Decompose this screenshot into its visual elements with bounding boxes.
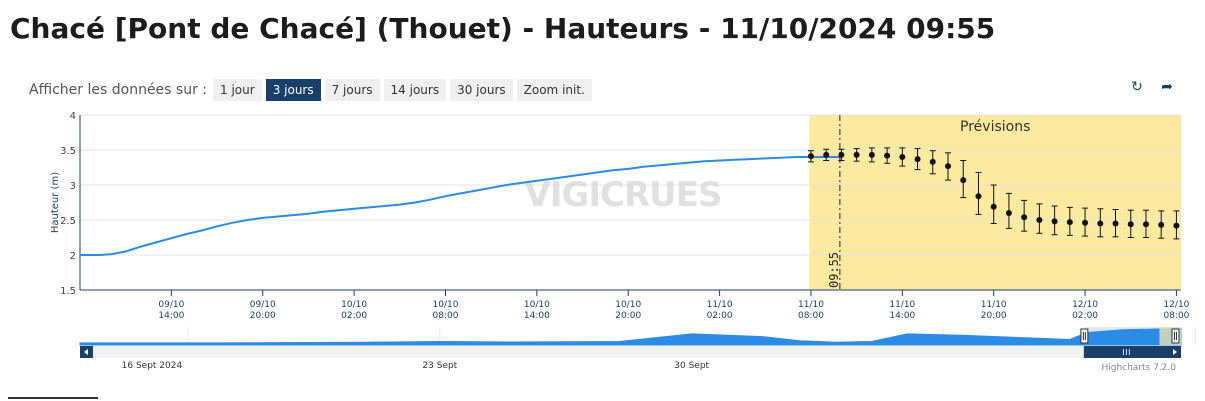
forecast-point (1036, 217, 1043, 223)
forecast-zone (809, 115, 1181, 290)
x-tick-time: 02:00 (341, 311, 367, 321)
x-tick-date: 09/10 (158, 300, 184, 310)
x-tick-label: 12/10 08:00 (1163, 300, 1189, 321)
navigator-area (79, 327, 1182, 346)
share-arrow-icon[interactable]: ➦ (1161, 79, 1173, 95)
x-tick-time: 20:00 (615, 311, 641, 321)
vigicrues-watermark: VIGICRUES (525, 175, 722, 215)
x-tick-label: 09/10 14:00 (158, 300, 184, 321)
forecast-point (853, 151, 860, 158)
x-tick-date: 11/10 (798, 300, 824, 310)
x-tick-label: 11/10 20:00 (981, 300, 1007, 321)
y-axis-title: Hauteur (m) (50, 172, 61, 233)
navigator-date-label: 23 Sept (422, 361, 457, 371)
range-selector-label: Afficher les données sur : (29, 82, 208, 98)
range-button-14-jours[interactable]: 14 jours (383, 79, 447, 101)
y-tick-label: 2 (70, 251, 76, 262)
forecast-point (1021, 214, 1028, 221)
x-tick-label: 11/10 08:00 (798, 300, 824, 321)
forecast-point (945, 163, 952, 170)
refresh-icon[interactable]: ↻ (1131, 79, 1143, 95)
forecast-point (929, 158, 936, 165)
x-tick-date: 12/10 (1163, 300, 1189, 310)
range-button-3-jours[interactable]: 3 jours (265, 79, 321, 101)
page-title: Chacé [Pont de Chacé] (Thouet) - Hauteur… (10, 12, 996, 45)
forecast-point (838, 151, 845, 158)
forecast-point (1082, 219, 1089, 226)
x-tick-time: 08:00 (1163, 311, 1189, 321)
x-tick-date: 10/10 (433, 300, 459, 310)
forecast-point (884, 152, 891, 159)
x-tick-date: 11/10 (981, 300, 1007, 310)
forecast-point (960, 177, 967, 184)
x-tick-time: 02:00 (1072, 311, 1098, 321)
scroll-left-icon (84, 349, 88, 355)
navigator-date-label: 30 Sept (674, 361, 709, 371)
forecast-point (1097, 220, 1104, 227)
x-tick-date: 11/10 (889, 300, 915, 310)
forecast-point (914, 156, 921, 163)
y-tick-label: 2.5 (60, 216, 76, 227)
y-tick-label: 3.5 (60, 146, 76, 157)
scroll-right-icon (1173, 349, 1177, 355)
y-tick-label: 3 (70, 181, 76, 192)
x-tick-time: 14:00 (889, 311, 915, 321)
navigator-date-label: 16 Sept 2024 (122, 361, 183, 371)
navigator-handle-left (1080, 328, 1089, 344)
forecast-point (899, 154, 906, 160)
forecast-point (1051, 218, 1058, 225)
scrollbar-track (80, 346, 1181, 358)
forecast-point (807, 153, 814, 160)
range-button-1-jour[interactable]: 1 jour (213, 79, 262, 101)
zoom-reset-button[interactable]: Zoom init. (516, 79, 592, 101)
x-tick-time: 14:00 (158, 311, 184, 321)
x-tick-time: 08:00 (798, 311, 824, 321)
x-tick-time: 20:00 (250, 311, 276, 321)
x-tick-label: 10/10 14:00 (524, 300, 550, 321)
highcharts-credits: Highcharts 7.2.0 (1101, 363, 1176, 373)
x-tick-label: 10/10 20:00 (615, 300, 641, 321)
x-tick-date: 12/10 (1072, 300, 1098, 310)
x-tick-time: 20:00 (981, 311, 1007, 321)
footer-rule (8, 397, 98, 399)
range-button-7-jours[interactable]: 7 jours (324, 79, 380, 101)
x-tick-label: 11/10 02:00 (707, 300, 733, 321)
forecast-zone-label: Prévisions (960, 119, 1030, 135)
navigator-handle-right (1171, 328, 1180, 344)
x-tick-label: 10/10 02:00 (341, 300, 367, 321)
forecast-point (990, 203, 997, 210)
range-selector: Afficher les données sur : 1 jour 3 jour… (29, 79, 596, 101)
x-tick-date: 09/10 (250, 300, 276, 310)
now-marker-label: 09:55 (827, 252, 841, 288)
y-tick-label: 4 (70, 111, 76, 122)
forecast-point (1005, 210, 1012, 216)
x-tick-time: 02:00 (707, 311, 733, 321)
x-tick-time: 08:00 (433, 311, 459, 321)
forecast-point (975, 193, 982, 200)
x-tick-date: 10/10 (524, 300, 550, 310)
forecast-point (1066, 219, 1073, 226)
x-tick-date: 10/10 (615, 300, 641, 310)
forecast-point (1158, 221, 1165, 228)
x-tick-label: 09/10 20:00 (250, 300, 276, 321)
forecast-point (1112, 220, 1119, 227)
observed-height-line (80, 156, 840, 256)
x-tick-time: 14:00 (524, 311, 550, 321)
y-tick-label: 1.5 (60, 286, 76, 297)
x-tick-label: 10/10 08:00 (433, 300, 459, 321)
forecast-point (1127, 221, 1134, 228)
x-tick-date: 10/10 (341, 300, 367, 310)
forecast-point (868, 151, 875, 158)
x-tick-label: 11/10 14:00 (889, 300, 915, 321)
forecast-point (1173, 222, 1180, 229)
range-button-30-jours[interactable]: 30 jours (450, 79, 513, 101)
forecast-point (823, 151, 830, 158)
x-tick-date: 11/10 (707, 300, 733, 310)
x-tick-label: 12/10 02:00 (1072, 300, 1098, 321)
forecast-point (1142, 221, 1149, 228)
